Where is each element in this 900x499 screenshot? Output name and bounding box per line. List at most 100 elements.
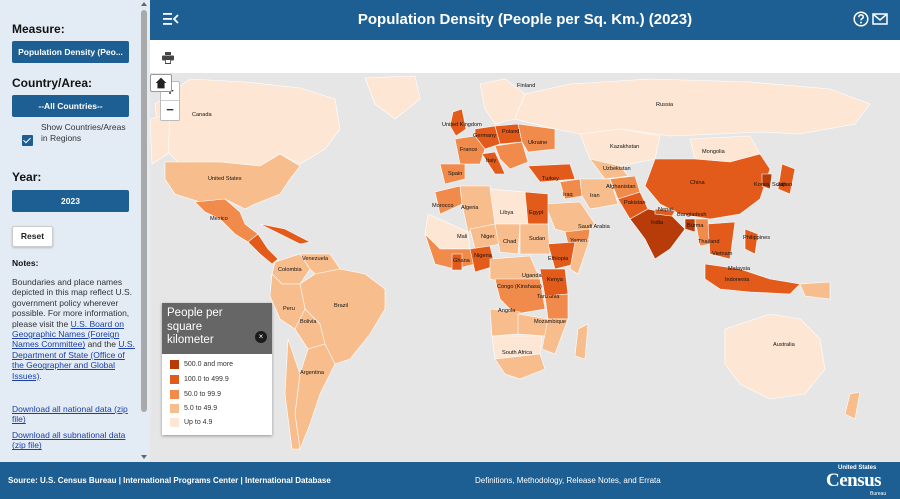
label-vietnam: Vietnam: [712, 251, 733, 257]
label-united-states: United States: [208, 176, 242, 182]
scroll-up-arrow-icon[interactable]: [141, 2, 147, 6]
download-national-link[interactable]: Download all national data (zip file): [12, 404, 128, 425]
country-nepal: [654, 208, 676, 217]
country-chad: [494, 223, 521, 255]
map-toolbar: [150, 40, 900, 74]
footer-definitions-link[interactable]: Definitions, Methodology, Release Notes,…: [475, 476, 661, 485]
notes-and: and the: [85, 339, 119, 350]
logo-main-text: Census: [826, 470, 882, 491]
legend-swatch: [170, 404, 179, 413]
label-iran: Iran: [590, 193, 600, 199]
country-australia: [724, 313, 826, 400]
country-south-africa: [494, 353, 546, 380]
country-zambia: [517, 313, 549, 337]
country-alaska: [150, 113, 171, 165]
label-poland: Poland: [502, 129, 520, 135]
country-usa: [164, 153, 301, 210]
legend-item-label: Up to 4.9: [184, 419, 213, 426]
label-south-africa: South Africa: [502, 350, 533, 356]
label-italy: Italy: [486, 158, 497, 164]
label-mozambique: Mozambique: [534, 319, 567, 325]
country-italy: [481, 151, 506, 175]
label-tanzania: Tanzania: [537, 294, 560, 300]
country-argentina: [294, 343, 336, 451]
world-map[interactable]: + − Canada United States Mexico Venezuel…: [150, 74, 900, 462]
label-pakistan: Pakistan: [624, 200, 646, 206]
measure-dropdown[interactable]: Population Density (Peo...: [12, 41, 129, 63]
email-icon[interactable]: [872, 11, 888, 27]
legend-swatch: [170, 360, 179, 369]
legend-swatch: [170, 390, 179, 399]
label-united-kingdom: United Kingdom: [442, 122, 482, 128]
legend-header: People per square kilometer ×: [162, 303, 272, 354]
print-icon[interactable]: [162, 52, 174, 64]
country-balkans: [494, 141, 529, 170]
label-thailand: Thailand: [698, 239, 720, 245]
label-angola: Angola: [498, 308, 516, 314]
country-ghana: [451, 253, 463, 271]
label-china: China: [690, 180, 705, 186]
label-brazil: Brazil: [334, 303, 348, 309]
country-uk: [449, 108, 467, 137]
country-philippines: [744, 228, 759, 255]
country-morocco: [434, 185, 463, 215]
year-dropdown[interactable]: 2023: [12, 190, 129, 212]
country-france: [454, 135, 486, 165]
notes-end: .: [39, 370, 42, 381]
sidebar-scrollbar[interactable]: [141, 10, 147, 412]
footer-bar: Source: U.S. Census Bureau | Internation…: [0, 462, 900, 499]
label-bolivia: Bolivia: [300, 319, 317, 325]
label-india: India: [651, 220, 664, 226]
country-mozambique: [541, 318, 569, 355]
label-australia: Australia: [773, 342, 795, 348]
label-kazakhstan: Kazakhstan: [610, 144, 640, 150]
bgn-link[interactable]: U.S. Board on Geographic Names (Foreign …: [12, 318, 124, 350]
label-indonesia: Indonesia: [725, 277, 750, 283]
country-iran: [579, 178, 619, 210]
label-niger: Niger: [481, 234, 495, 240]
country-somalia: [569, 238, 591, 275]
notes-heading: Notes:: [12, 258, 39, 268]
map-svg[interactable]: [150, 74, 900, 462]
footer-source-links[interactable]: Source: U.S. Census Bureau | Internation…: [8, 476, 331, 485]
legend-swatch: [170, 375, 179, 384]
sidebar: Measure: Population Density (Peo... Coun…: [0, 0, 150, 462]
country-ukraine: [517, 123, 556, 153]
help-icon[interactable]: [853, 11, 869, 27]
label-canada: Canada: [192, 112, 212, 118]
download-subnational-link[interactable]: Download all subnational data (zip file): [12, 430, 126, 451]
legend-item-label: 500.0 and more: [184, 361, 234, 368]
close-icon[interactable]: ×: [255, 331, 267, 343]
reset-button[interactable]: Reset: [12, 226, 53, 247]
country-caribbean: [259, 223, 311, 245]
legend-item-label: 100.0 to 499.9: [184, 376, 229, 383]
label-mongolia: Mongolia: [702, 149, 725, 155]
label-libya: Libya: [500, 210, 514, 216]
country-madagascar: [574, 323, 589, 360]
map-legend: People per square kilometer × 500.0 and …: [162, 303, 272, 435]
label-ukraine: Ukraine: [528, 140, 548, 146]
country-korea: [761, 173, 773, 190]
show-regions-checkbox[interactable]: [22, 135, 33, 146]
home-extent-icon[interactable]: [150, 74, 172, 92]
header-bar: Population Density (People per Sq. Km.) …: [150, 0, 900, 40]
state-dept-link[interactable]: U.S. Department of State (Office of the …: [12, 339, 135, 381]
label-philippines: Philippines: [743, 235, 771, 241]
country-thailand-vietnam: [707, 221, 736, 260]
census-logo[interactable]: United States Census Bureau: [826, 465, 890, 497]
zoom-out-button[interactable]: −: [166, 102, 174, 117]
country-bangladesh: [684, 218, 696, 233]
country-canada: [154, 78, 341, 167]
label-japan: Japan: [777, 182, 793, 188]
country-drc: [494, 278, 546, 315]
legend-item-label: 50.0 to 99.9: [184, 391, 221, 398]
label-nigeria: Nigeria: [474, 253, 492, 259]
page-title: Population Density (People per Sq. Km.) …: [357, 11, 693, 28]
country-dropdown[interactable]: --All Countries--: [12, 95, 129, 117]
scroll-down-arrow-icon[interactable]: [141, 455, 147, 459]
label-colombia: Colombia: [278, 267, 302, 273]
label-kenya: Kenya: [547, 277, 563, 283]
menu-collapse-icon[interactable]: [163, 12, 179, 26]
label-mali: Mali: [457, 234, 468, 240]
notes-body: Boundaries and place names depicted in t…: [12, 277, 133, 329]
